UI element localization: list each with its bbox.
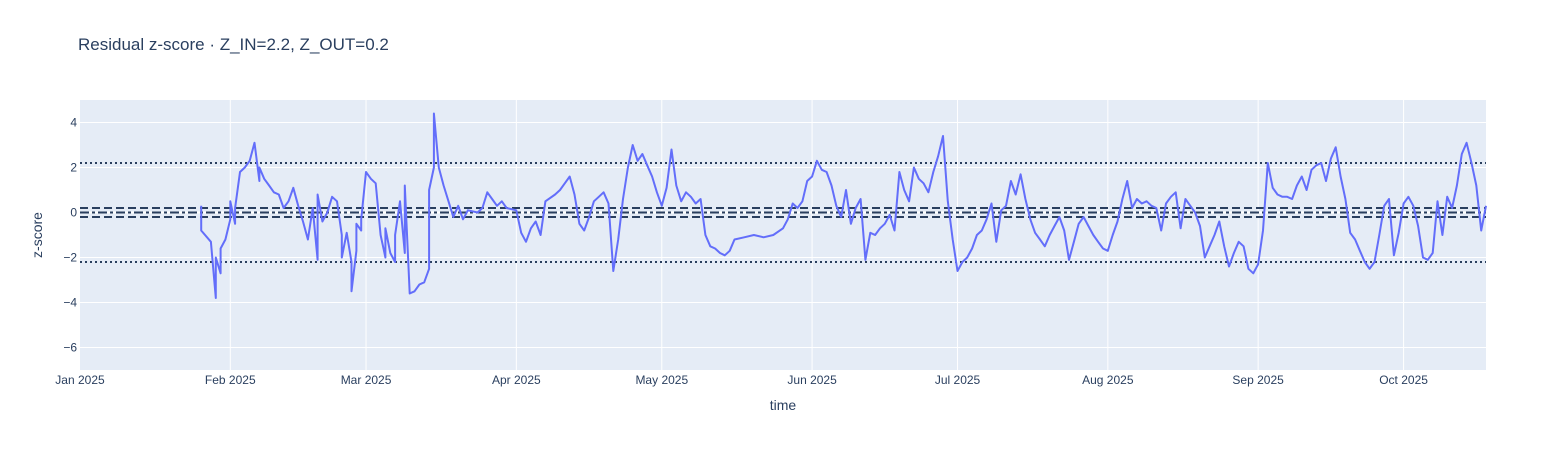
y-tick-label: −4 — [63, 296, 77, 310]
x-tick-label: Aug 2025 — [1082, 373, 1134, 387]
x-tick-label: Mar 2025 — [341, 373, 392, 387]
x-tick-label: Jul 2025 — [935, 373, 981, 387]
z-score-series-line — [200, 112, 1487, 299]
plot-area — [80, 100, 1486, 370]
x-tick-label: Oct 2025 — [1379, 373, 1428, 387]
chart-title: Residual z-score · Z_IN=2.2, Z_OUT=0.2 — [78, 35, 389, 54]
series-group — [200, 112, 1487, 299]
x-tick-label: Jun 2025 — [787, 373, 837, 387]
y-tick-label: −6 — [63, 341, 77, 355]
x-tick-label: May 2025 — [635, 373, 688, 387]
x-axis-title: time — [770, 397, 797, 413]
x-tick-label: Sep 2025 — [1232, 373, 1284, 387]
y-tick-label: 4 — [70, 116, 77, 130]
x-tick-label: Apr 2025 — [492, 373, 541, 387]
x-tick-label: Jan 2025 — [55, 373, 105, 387]
y-axis-title: z-score — [29, 212, 45, 258]
y-tick-label: −2 — [63, 251, 77, 265]
x-tick-label: Feb 2025 — [205, 373, 256, 387]
y-tick-label: 2 — [70, 161, 77, 175]
y-tick-label: 0 — [70, 206, 77, 220]
tick-labels: Jan 2025 Feb 2025 Mar 2025 Apr 2025 May 2025… — [55, 116, 1428, 388]
